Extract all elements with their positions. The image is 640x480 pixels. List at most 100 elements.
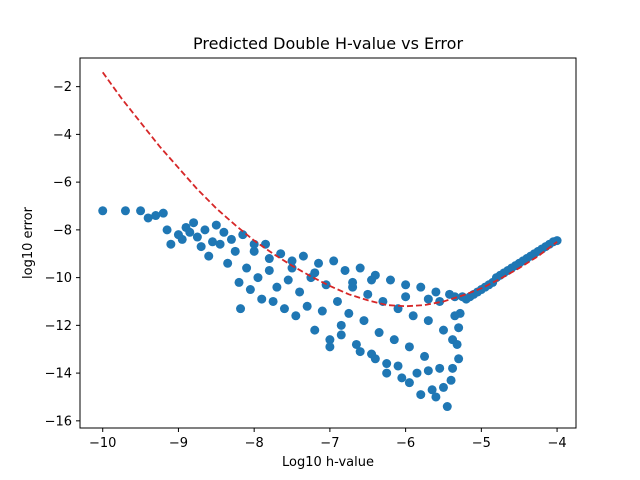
data-point	[435, 363, 445, 373]
data-point	[215, 239, 225, 249]
x-tick-label: −8	[245, 436, 264, 451]
data-point	[151, 211, 161, 221]
data-point	[287, 263, 297, 273]
data-point	[200, 225, 210, 235]
data-point	[355, 263, 365, 273]
data-point	[344, 308, 354, 318]
data-point	[404, 342, 414, 352]
data-point	[291, 311, 301, 321]
data-point	[136, 206, 146, 216]
data-point	[162, 225, 172, 235]
data-point	[412, 368, 422, 378]
data-point	[431, 392, 441, 402]
data-point	[452, 339, 462, 349]
data-point	[226, 234, 236, 244]
data-point	[448, 363, 458, 373]
chart-title: Predicted Double H-value vs Error	[193, 34, 463, 53]
prediction-line-layer	[101, 71, 558, 308]
data-point	[355, 347, 365, 357]
data-point	[336, 320, 346, 330]
data-point	[166, 239, 176, 249]
data-point	[420, 351, 430, 361]
data-point	[435, 296, 445, 306]
data-point	[208, 237, 218, 247]
data-point	[143, 213, 153, 223]
data-point	[397, 373, 407, 383]
y-tick-label: −16	[45, 414, 72, 429]
data-point	[454, 354, 464, 364]
y-tick-label: −10	[45, 271, 72, 286]
data-point	[264, 265, 274, 275]
data-point	[363, 289, 373, 299]
x-tick-label: −4	[547, 436, 566, 451]
data-point	[423, 366, 433, 376]
data-point	[408, 311, 418, 321]
data-point	[302, 301, 312, 311]
data-point	[158, 208, 168, 218]
data-point	[230, 246, 240, 256]
data-point	[374, 328, 384, 338]
data-point	[401, 280, 411, 290]
data-point	[185, 227, 195, 237]
data-point	[268, 296, 278, 306]
data-point	[438, 382, 448, 392]
y-tick-label: −14	[45, 367, 72, 382]
data-point	[367, 275, 377, 285]
data-point	[211, 220, 221, 230]
x-tick-label: −6	[396, 436, 415, 451]
data-point	[382, 368, 392, 378]
data-point	[120, 206, 130, 216]
y-tick-label: −2	[53, 80, 72, 95]
data-point	[264, 254, 274, 264]
y-axis-title: log10 error	[21, 206, 36, 279]
data-point	[450, 311, 460, 321]
data-point	[249, 246, 259, 256]
data-point	[223, 258, 233, 268]
x-tick-label: −5	[472, 436, 491, 451]
data-point	[189, 218, 199, 228]
data-point	[416, 390, 426, 400]
data-point	[314, 258, 324, 268]
x-axis-ticks: −10 −9 −8 −7 −6 −5 −4	[89, 428, 567, 451]
data-point	[253, 273, 263, 283]
data-point	[245, 285, 255, 295]
data-point	[192, 232, 202, 242]
data-point	[370, 354, 380, 364]
data-point	[382, 359, 392, 369]
data-point	[279, 304, 289, 314]
y-axis-ticks: −16 −14 −12 −10 −8 −6 −4 −2	[45, 80, 80, 429]
data-point	[389, 335, 399, 345]
data-point	[329, 256, 339, 266]
data-point	[404, 378, 414, 388]
data-point	[416, 282, 426, 292]
data-point	[310, 268, 320, 278]
data-point	[359, 316, 369, 326]
data-point	[287, 256, 297, 266]
data-point	[272, 282, 282, 292]
data-point	[438, 325, 448, 335]
data-point	[401, 292, 411, 302]
data-point	[257, 294, 267, 304]
data-point	[238, 230, 248, 240]
prediction-dashed-line	[101, 71, 558, 308]
y-tick-label: −8	[53, 223, 72, 238]
y-tick-label: −4	[53, 128, 72, 143]
data-point	[427, 385, 437, 395]
data-point	[385, 275, 395, 285]
data-point	[317, 306, 327, 316]
data-point	[423, 316, 433, 326]
y-tick-label: −12	[45, 319, 72, 334]
data-point	[196, 242, 206, 252]
y-tick-label: −6	[53, 176, 72, 191]
data-point	[393, 361, 403, 371]
data-point	[236, 304, 246, 314]
plot-area-frame	[79, 57, 577, 429]
data-point	[295, 287, 305, 297]
x-tick-label: −7	[320, 436, 339, 451]
data-point	[348, 277, 358, 287]
data-point	[442, 402, 452, 412]
data-point	[177, 234, 187, 244]
data-point	[298, 251, 308, 261]
